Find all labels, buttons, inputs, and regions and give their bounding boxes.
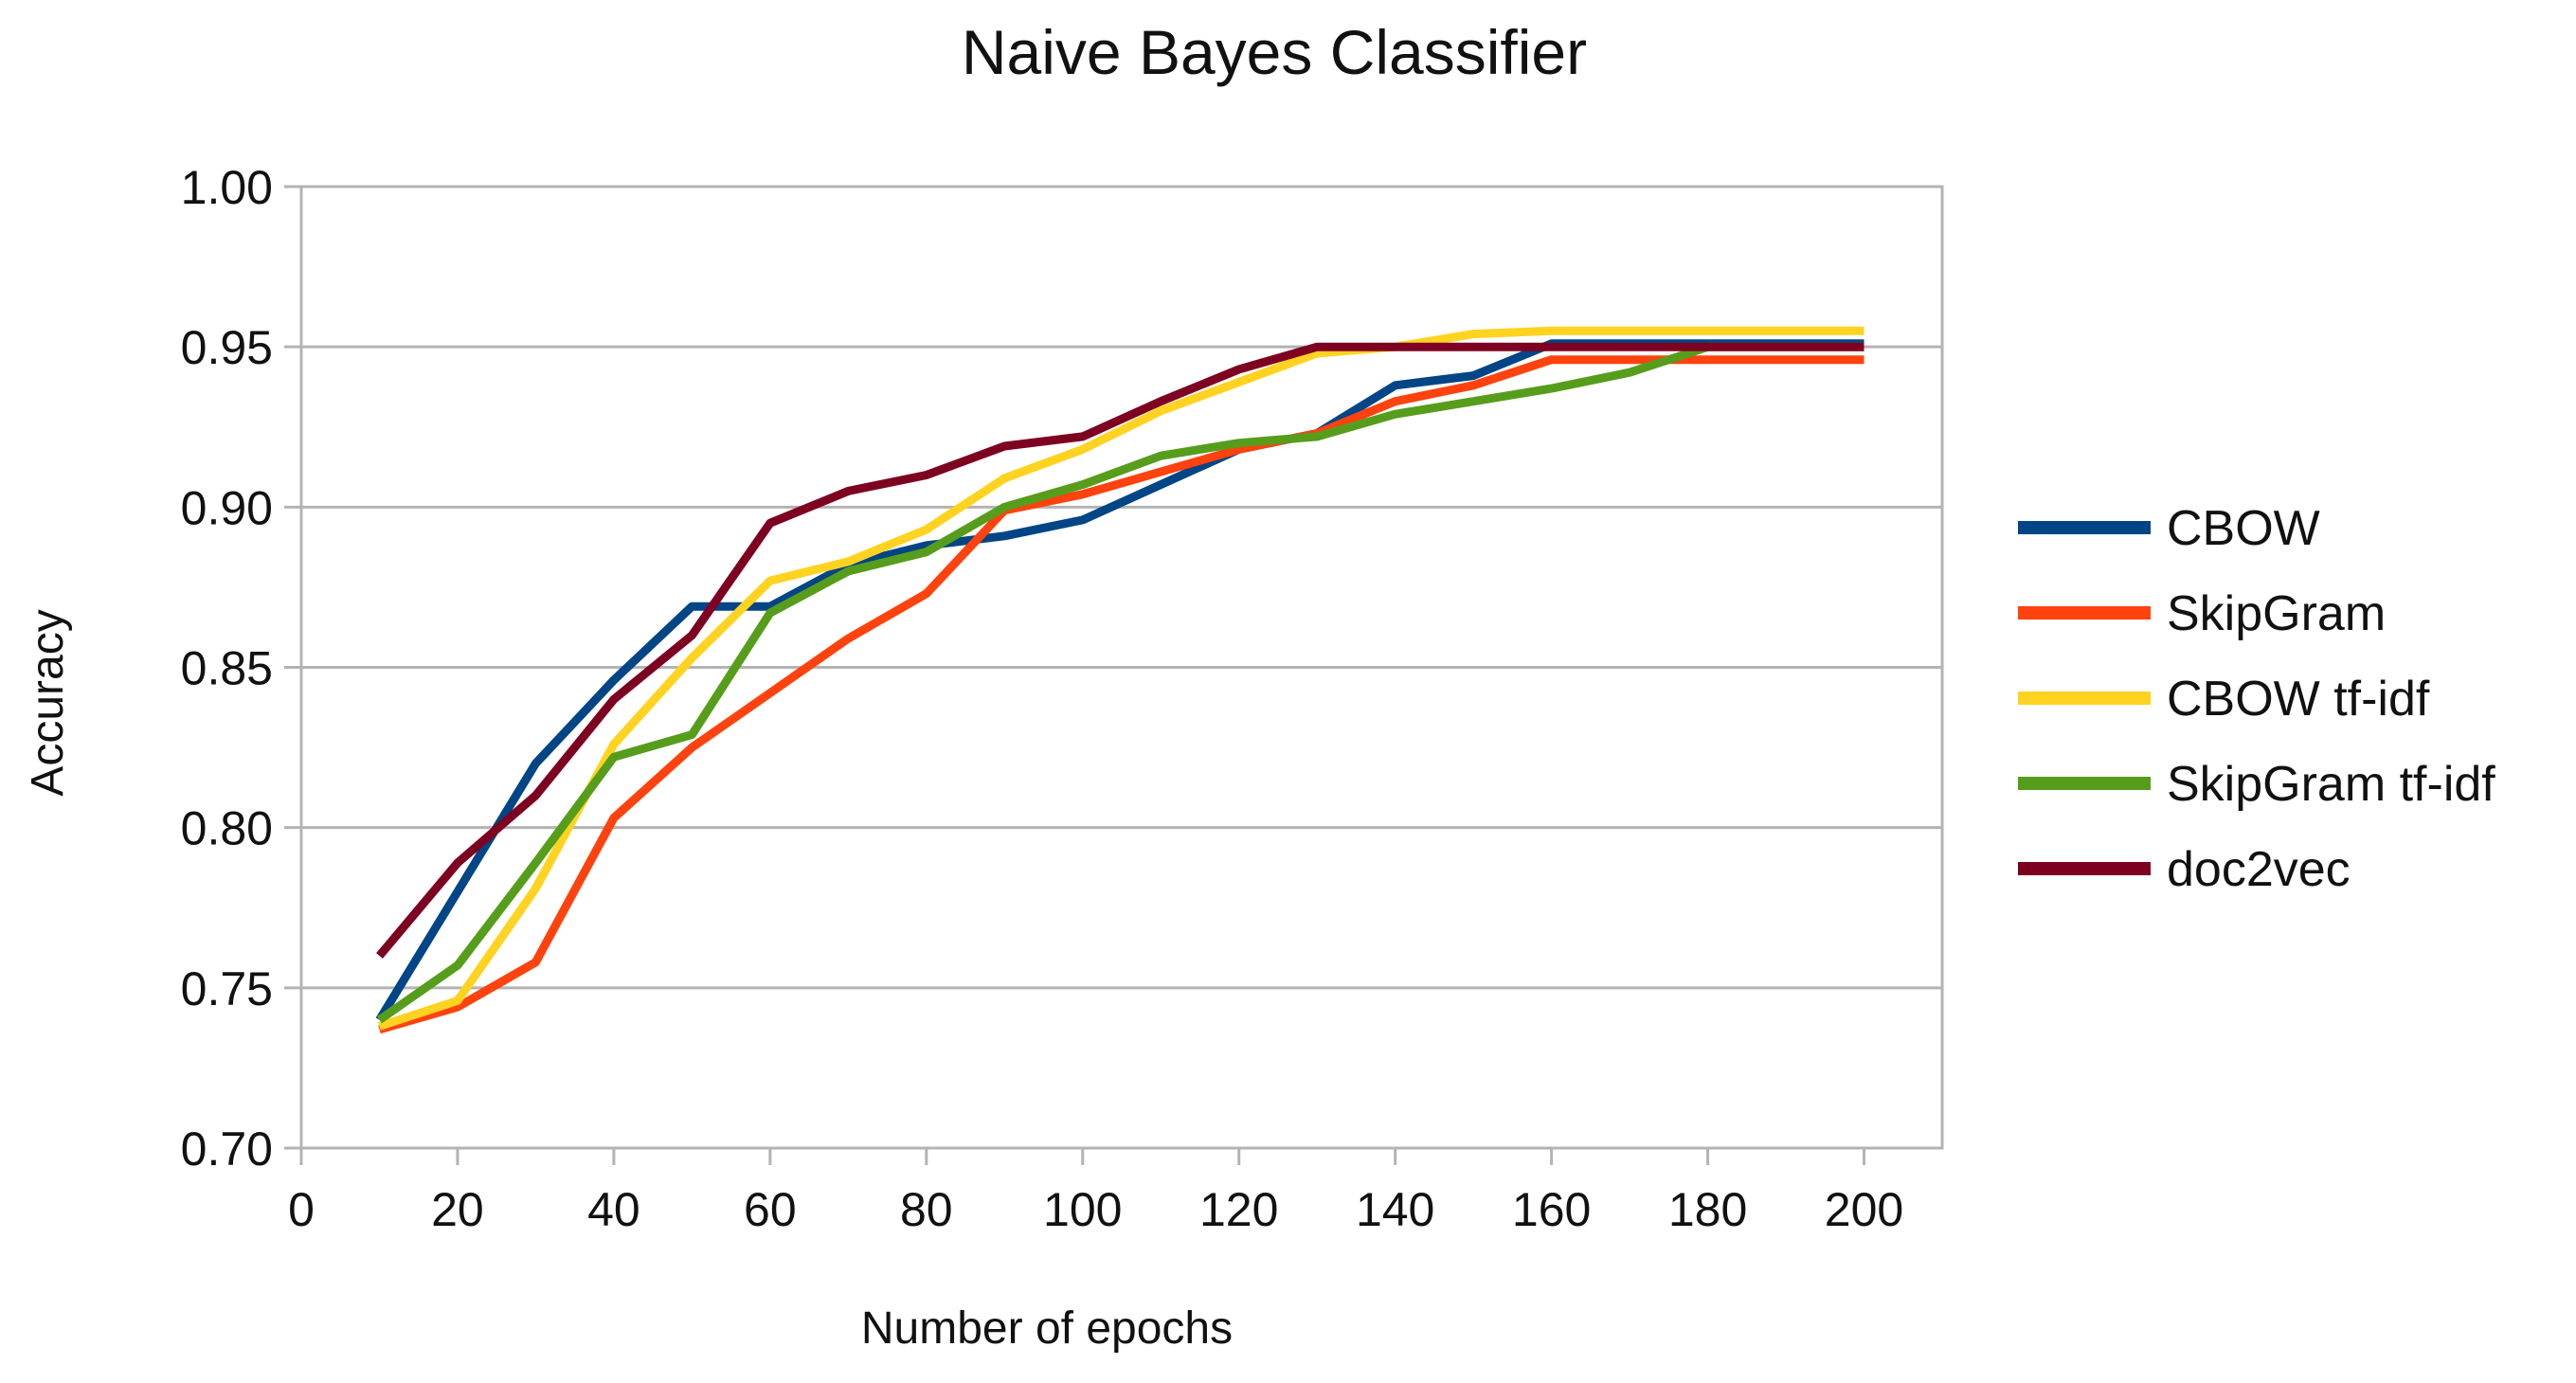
y-tick-label: 0.95 <box>181 321 273 374</box>
legend-item: doc2vec <box>2018 842 2351 897</box>
series-skipgram <box>378 355 1864 1034</box>
y-tick-label: 0.70 <box>181 1123 273 1176</box>
legend-label: CBOW <box>2167 501 2320 556</box>
x-tick-label: 80 <box>900 1183 953 1236</box>
axes <box>284 185 1866 1165</box>
series-skipgram-tf-idf <box>376 342 1864 1024</box>
x-tick-label: 60 <box>744 1183 797 1236</box>
legend-item: SkipGram tf-idf <box>2018 757 2495 812</box>
x-tick-label: 40 <box>587 1183 640 1236</box>
y-axis-label: Accuracy <box>23 609 73 796</box>
x-tick-label: 20 <box>431 1183 484 1236</box>
series-line <box>376 342 1864 1024</box>
y-tick-label: 0.80 <box>181 802 273 855</box>
tick-labels: 0.70 0.75 0.80 0.85 0.90 0.95 1.00 0 20 40 60 80 100… <box>181 161 1904 1236</box>
x-tick-label: 140 <box>1356 1183 1434 1236</box>
series-line <box>376 342 1864 959</box>
legend-label: CBOW tf-idf <box>2167 672 2430 727</box>
y-tick-label: 1.00 <box>181 161 273 214</box>
y-tick-label: 0.75 <box>181 962 273 1015</box>
series-line <box>378 355 1864 1034</box>
x-tick-label: 180 <box>1668 1183 1747 1236</box>
legend-label: SkipGram <box>2167 586 2386 641</box>
series-lines <box>375 326 1864 1034</box>
chart-title: Naive Bayes Classifier <box>962 17 1587 87</box>
x-tick-label: 0 <box>288 1183 315 1236</box>
y-tick-label: 0.85 <box>181 642 273 695</box>
legend-item: CBOW <box>2018 501 2320 556</box>
x-tick-label: 120 <box>1199 1183 1278 1236</box>
series-cbow <box>375 339 1864 1023</box>
legend-item: SkipGram <box>2018 586 2386 641</box>
legend-label: SkipGram tf-idf <box>2167 757 2495 812</box>
x-axis-label: Number of epochs <box>861 1303 1233 1354</box>
series-doc2vec <box>376 342 1864 959</box>
x-tick-label: 200 <box>1825 1183 1903 1236</box>
y-tick-label: 0.90 <box>181 481 273 534</box>
legend: CBOW SkipGram CBOW tf-idf SkipGram tf-idf do… <box>2018 501 2495 897</box>
legend-item: CBOW tf-idf <box>2018 672 2430 727</box>
series-line <box>378 326 1864 1031</box>
series-line <box>375 339 1864 1023</box>
series-cbow-tf-idf <box>378 326 1864 1031</box>
x-tick-label: 100 <box>1043 1183 1122 1236</box>
legend-label: doc2vec <box>2167 842 2351 897</box>
x-tick-label: 160 <box>1512 1183 1591 1236</box>
